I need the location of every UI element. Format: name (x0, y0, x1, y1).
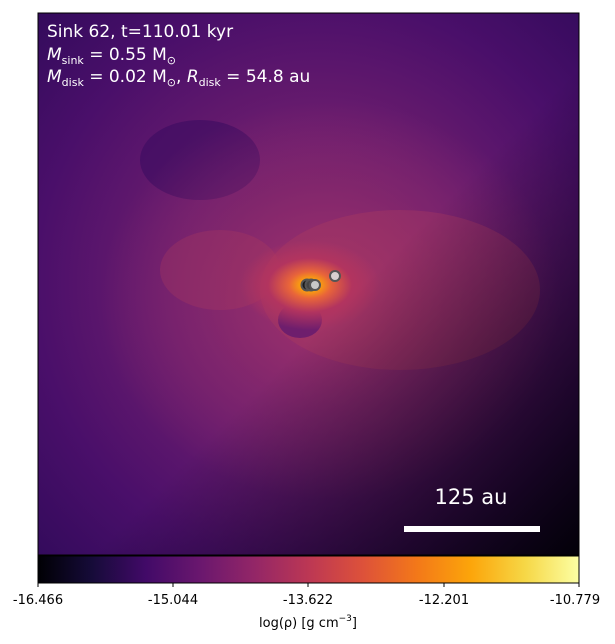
scale-bar (404, 526, 540, 532)
colorbar-label: log(ρ) [g cm−3] (259, 614, 357, 631)
colorbar-tick-label: -12.201 (419, 593, 469, 608)
plot-frame (37, 12, 580, 556)
sink-title: Sink 62, t=110.01 kyr (47, 22, 233, 42)
colorbar-tick-label: -15.044 (148, 593, 198, 608)
disk-properties-label: Mdisk = 0.02 M⊙, Rdisk = 54.8 au (47, 67, 310, 89)
colorbar (37, 555, 580, 584)
sink-mass-label: Msink = 0.55 M⊙ (47, 45, 176, 67)
colorbar-tick-label: -16.466 (13, 593, 63, 608)
scale-bar-label: 125 au (435, 485, 508, 509)
colorbar-ticks (37, 583, 580, 587)
density-map (38, 13, 579, 555)
colorbar-tick-label: -10.779 (550, 593, 600, 608)
sink-marker (329, 270, 341, 282)
sink-marker (309, 279, 321, 291)
colorbar-tick-label: -13.622 (283, 593, 333, 608)
